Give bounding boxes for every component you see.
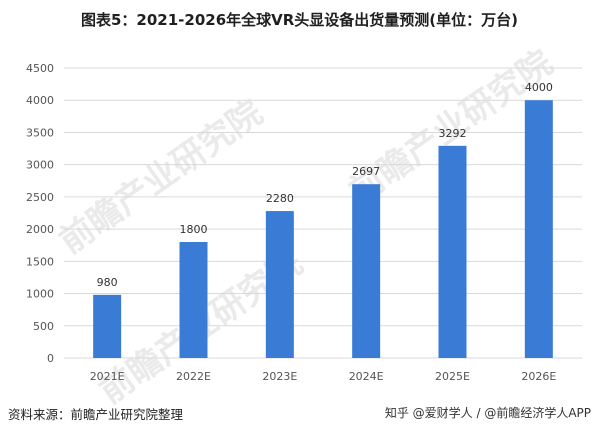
x-tick-label: 2025E	[435, 370, 470, 383]
bar	[352, 184, 381, 358]
x-tick-label: 2023E	[262, 370, 297, 383]
x-tick-label: 2026E	[521, 370, 556, 383]
y-tick-label: 4000	[26, 94, 54, 107]
x-tick-label: 2024E	[349, 370, 384, 383]
y-tick-label: 3500	[26, 126, 54, 139]
y-tick-label: 2000	[26, 223, 54, 236]
data-label: 2280	[266, 192, 294, 205]
bar	[93, 294, 122, 358]
bar	[179, 242, 208, 358]
y-tick-label: 2500	[26, 191, 54, 204]
chart-title: 图表5：2021-2026年全球VR头显设备出货量预测(单位：万台)	[80, 11, 519, 29]
y-tick-label: 1000	[26, 288, 54, 301]
y-tick-label: 0	[47, 352, 54, 365]
y-tick-label: 3000	[26, 159, 54, 172]
y-tick-label: 500	[33, 320, 54, 333]
x-tick-label: 2021E	[90, 370, 125, 383]
y-tick-label: 4500	[26, 62, 54, 75]
bar	[265, 211, 294, 358]
bar	[438, 145, 467, 358]
bar	[524, 100, 553, 358]
data-label: 4000	[525, 81, 553, 94]
data-label: 2697	[352, 165, 380, 178]
x-tick-label: 2022E	[176, 370, 211, 383]
data-label: 1800	[180, 223, 208, 236]
credit-note: 知乎 @爱财学人 / @前瞻经济学人APP	[384, 406, 591, 420]
data-label: 980	[97, 276, 118, 289]
y-tick-label: 1500	[26, 255, 54, 268]
data-label: 3292	[439, 127, 467, 140]
source-note: 资料来源：前瞻产业研究院整理	[8, 407, 184, 422]
